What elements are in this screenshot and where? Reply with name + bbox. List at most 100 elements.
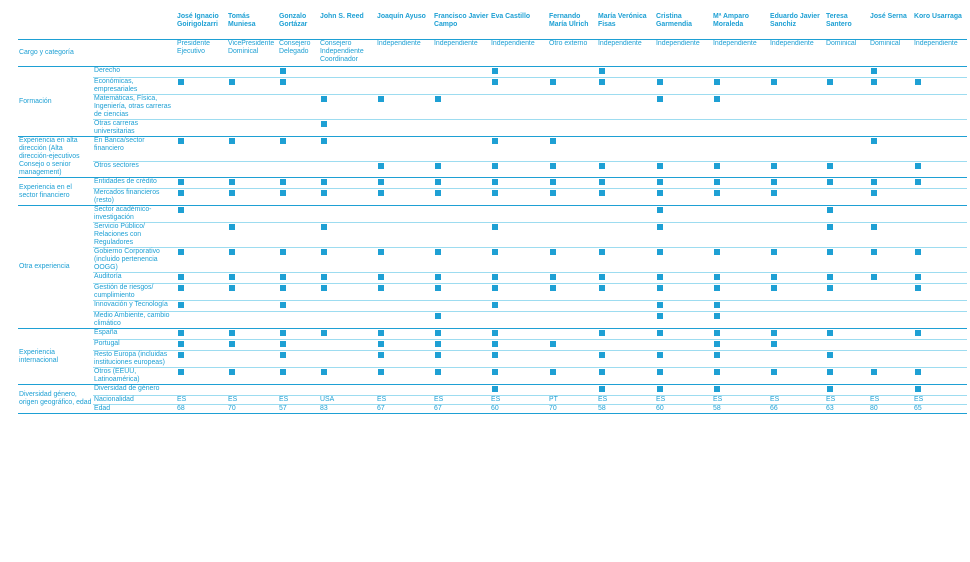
mark-cell (376, 350, 433, 368)
filled-square-icon (229, 341, 235, 347)
filled-square-icon (871, 190, 877, 196)
mark-cell (319, 205, 376, 223)
mark-cell (490, 205, 548, 223)
mark-cell (176, 247, 227, 273)
filled-square-icon (435, 96, 441, 102)
mark-cell (913, 161, 967, 179)
mark-cell (769, 177, 825, 189)
filled-square-icon (280, 190, 286, 196)
mark-cell (376, 136, 433, 162)
subcategory-label: Derecho (93, 66, 176, 78)
filled-square-icon (550, 369, 556, 375)
mark-cell (712, 328, 769, 340)
filled-square-icon (827, 285, 833, 291)
mark-cell (769, 367, 825, 385)
mark-cell (433, 161, 490, 179)
subcategory-label: Nacionalidad (93, 395, 176, 405)
mark-cell (490, 339, 548, 351)
mark-cell (913, 177, 967, 189)
director-name: María Verónica Fisas (598, 13, 647, 28)
filled-square-icon (435, 330, 441, 336)
filled-square-icon (280, 285, 286, 291)
filled-square-icon (771, 285, 777, 291)
mark-cell (655, 205, 712, 223)
filled-square-icon (378, 285, 384, 291)
filled-square-icon (871, 179, 877, 185)
mark-cell (433, 384, 490, 396)
matrix-row: Resto Europa (incluidas instituciones eu… (18, 350, 967, 368)
board-skills-matrix: José Ignacio Goirigolzarri Tomás Muniesa G… (18, 8, 967, 414)
cargo-value: Independiente (376, 39, 433, 67)
mark-cell (548, 188, 597, 206)
filled-square-icon (178, 179, 184, 185)
mark-cell (433, 119, 490, 137)
filled-square-icon (714, 352, 720, 358)
filled-square-icon (599, 386, 605, 392)
filled-square-icon (657, 285, 663, 291)
mark-cell (913, 188, 967, 206)
mark-cell (913, 94, 967, 120)
mark-cell (278, 136, 319, 162)
mark-cell (176, 272, 227, 284)
mark-cell (548, 247, 597, 273)
mark-cell (278, 384, 319, 396)
matrix-row: Innovación y Tecnología (18, 300, 967, 312)
filled-square-icon (178, 352, 184, 358)
mark-cell (278, 272, 319, 284)
filled-square-icon (915, 179, 921, 185)
filled-square-icon (229, 179, 235, 185)
filled-square-icon (827, 207, 833, 213)
filled-square-icon (827, 224, 833, 230)
subcategory-label: Entidades de crédito (93, 177, 176, 189)
mark-cell (490, 77, 548, 95)
filled-square-icon (435, 313, 441, 319)
filled-square-icon (599, 274, 605, 280)
mark-cell (825, 77, 869, 95)
filled-square-icon (492, 369, 498, 375)
mark-cell (490, 188, 548, 206)
mark-cell (548, 272, 597, 284)
filled-square-icon (178, 190, 184, 196)
filled-square-icon (915, 330, 921, 336)
mark-cell (176, 222, 227, 248)
mark-cell (769, 161, 825, 179)
filled-square-icon (827, 179, 833, 185)
value-cell: 58 (597, 404, 655, 414)
mark-cell (825, 222, 869, 248)
filled-square-icon (435, 274, 441, 280)
filled-square-icon (827, 352, 833, 358)
mark-cell (712, 188, 769, 206)
filled-square-icon (229, 190, 235, 196)
subcategory-label: Matemáticas, Física, Ingeniería, otras c… (93, 94, 176, 120)
filled-square-icon (492, 79, 498, 85)
filled-square-icon (178, 274, 184, 280)
mark-cell (655, 161, 712, 179)
mark-cell (655, 283, 712, 301)
matrix-row: Otros sectores (18, 161, 967, 179)
filled-square-icon (178, 302, 184, 308)
mark-cell (376, 339, 433, 351)
filled-square-icon (657, 386, 663, 392)
mark-cell (712, 94, 769, 120)
mark-cell (712, 177, 769, 189)
value-cell: 63 (825, 404, 869, 414)
filled-square-icon (229, 330, 235, 336)
mark-cell (913, 384, 967, 396)
filled-square-icon (178, 249, 184, 255)
mark-cell (319, 367, 376, 385)
mark-cell (655, 384, 712, 396)
matrix-row: Experiencia en alta dirección (Alta dire… (18, 136, 967, 178)
mark-cell (869, 222, 913, 248)
mark-cell (278, 161, 319, 179)
mark-cell (433, 272, 490, 284)
filled-square-icon (280, 302, 286, 308)
value-cell: 70 (227, 404, 278, 414)
mark-cell (869, 136, 913, 162)
filled-square-icon (550, 79, 556, 85)
value-cell: ES (769, 395, 825, 405)
value-cell: ES (376, 395, 433, 405)
mark-cell (769, 300, 825, 312)
mark-cell (376, 94, 433, 120)
mark-cell (433, 367, 490, 385)
mark-cell (433, 300, 490, 312)
